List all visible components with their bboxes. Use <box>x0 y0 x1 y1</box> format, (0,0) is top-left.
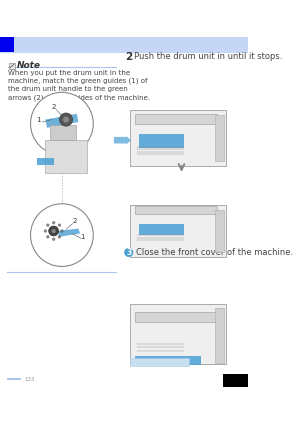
Text: 2: 2 <box>72 218 76 224</box>
Bar <box>139 134 184 148</box>
Circle shape <box>46 223 50 227</box>
Bar <box>215 210 223 251</box>
Circle shape <box>52 229 56 233</box>
Bar <box>37 158 54 165</box>
Text: When you put the drum unit in the
machine, match the green guides (1) of
the dru: When you put the drum unit in the machin… <box>8 70 150 101</box>
FancyBboxPatch shape <box>130 304 226 364</box>
FancyBboxPatch shape <box>130 111 226 166</box>
Circle shape <box>52 221 55 224</box>
FancyBboxPatch shape <box>130 358 189 366</box>
Circle shape <box>31 204 93 266</box>
Circle shape <box>63 116 69 123</box>
Bar <box>134 312 217 322</box>
Text: Note: Note <box>16 61 40 70</box>
Text: 1: 1 <box>80 234 85 240</box>
Circle shape <box>58 223 61 227</box>
Circle shape <box>124 248 133 257</box>
Polygon shape <box>58 229 80 237</box>
Text: 2: 2 <box>52 104 56 110</box>
Bar <box>134 114 217 124</box>
Bar <box>0 37 248 52</box>
Bar <box>139 223 184 235</box>
Text: 133: 133 <box>25 377 35 382</box>
Bar <box>134 356 200 365</box>
Text: 2: 2 <box>125 52 133 62</box>
Text: 1: 1 <box>37 117 41 123</box>
Circle shape <box>31 92 93 155</box>
Bar <box>223 374 248 387</box>
Bar <box>134 206 217 215</box>
Circle shape <box>52 237 55 241</box>
Bar <box>215 115 223 161</box>
Bar <box>7 378 22 380</box>
FancyBboxPatch shape <box>130 205 226 257</box>
Bar <box>50 126 76 140</box>
Circle shape <box>44 229 47 233</box>
Bar <box>45 140 87 173</box>
Circle shape <box>49 226 58 236</box>
Polygon shape <box>45 114 78 128</box>
Text: 3: 3 <box>126 248 131 257</box>
Circle shape <box>46 235 50 238</box>
FancyBboxPatch shape <box>9 63 15 70</box>
Circle shape <box>60 229 64 233</box>
Text: Push the drum unit in until it stops.: Push the drum unit in until it stops. <box>134 52 282 61</box>
Bar <box>215 308 223 363</box>
Bar <box>0 37 14 52</box>
Circle shape <box>58 235 61 238</box>
Circle shape <box>59 113 73 126</box>
FancyArrow shape <box>114 136 131 144</box>
Text: Close the front cover of the machine.: Close the front cover of the machine. <box>136 248 293 257</box>
